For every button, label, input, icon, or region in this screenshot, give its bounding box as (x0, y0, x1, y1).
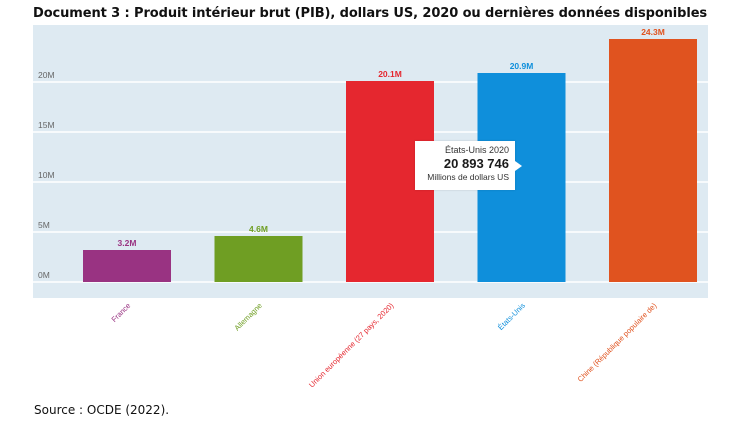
gdp-bar-chart: 0M 5M 10M 15M 20M 3.2M 4.6M 20.1M 20.9M 24.3M Fr… (33, 25, 708, 390)
tooltip-title: États-Unis 2020 (444, 145, 509, 155)
value-label: 3.2M (118, 238, 137, 248)
value-label: 20.1M (378, 69, 402, 79)
tooltip-value: 20 893 746 (443, 156, 509, 171)
bars (83, 39, 697, 282)
value-label: 24.3M (641, 27, 665, 37)
value-label: 20.9M (510, 61, 534, 71)
category-label: Chine (République populaire de) (576, 301, 659, 384)
y-tick-label: 15M (38, 120, 55, 130)
y-tick-label: 20M (38, 70, 55, 80)
category-label: Union européenne (27 pays, 2020) (307, 301, 396, 390)
value-labels: 3.2M 4.6M 20.1M 20.9M 24.3M (118, 27, 665, 248)
y-tick-label: 5M (38, 220, 50, 230)
bar-4[interactable] (609, 39, 697, 282)
category-label: France (110, 301, 133, 324)
document-title: Document 3 : Produit intérieur brut (PIB… (33, 6, 708, 21)
category-label: États-Unis (496, 301, 527, 332)
source-note: Source : OCDE (2022). (34, 403, 170, 417)
y-axis-ticks: 0M 5M 10M 15M 20M (38, 70, 55, 280)
tooltip-unit: Millions de dollars US (427, 172, 509, 182)
category-labels: France Allemagne Union européenne (27 pays… (110, 301, 659, 390)
value-label: 4.6M (249, 224, 268, 234)
category-label: Allemagne (232, 301, 263, 332)
bar-1[interactable] (214, 236, 303, 282)
y-tick-label: 10M (38, 170, 55, 180)
y-tick-label: 0M (38, 270, 50, 280)
tooltip: États-Unis 2020 20 893 746 Millions de d… (415, 141, 522, 190)
bar-0[interactable] (83, 250, 171, 282)
